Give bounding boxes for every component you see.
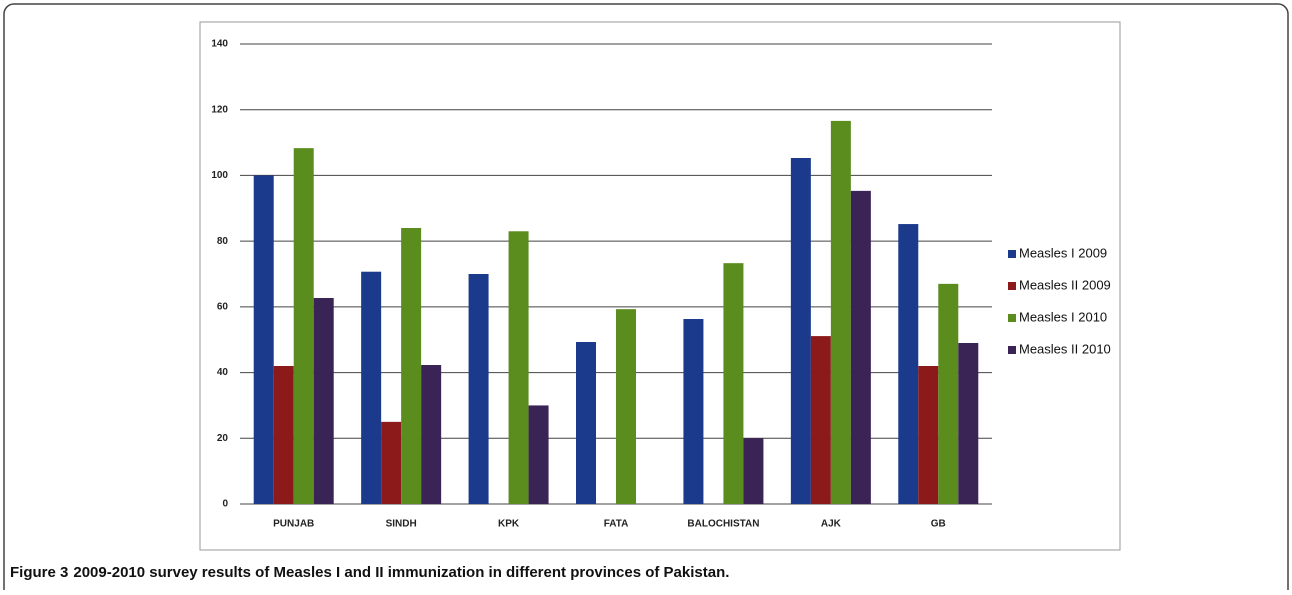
bar bbox=[850, 190, 871, 504]
bar bbox=[576, 342, 596, 504]
bar bbox=[898, 224, 919, 505]
bar bbox=[743, 438, 764, 504]
x-tick-label: KPK bbox=[498, 519, 520, 530]
chart-frame bbox=[199, 21, 1121, 551]
x-tick-label: GB bbox=[931, 519, 946, 530]
bar bbox=[293, 148, 314, 504]
y-tick-label: 100 bbox=[211, 170, 228, 181]
bar bbox=[273, 366, 294, 504]
bar bbox=[938, 283, 959, 504]
bar bbox=[508, 231, 529, 505]
bar bbox=[381, 421, 402, 504]
caption: Figure 3 2009-2010 survey results of Meas… bbox=[10, 564, 729, 581]
bar bbox=[361, 271, 382, 504]
bar bbox=[790, 158, 811, 504]
x-tick-label: FATA bbox=[604, 519, 629, 530]
bar bbox=[723, 263, 744, 504]
legend-swatch bbox=[1008, 282, 1016, 290]
legend-label: Measles II 2010 bbox=[1019, 341, 1111, 356]
y-tick-label: 0 bbox=[222, 499, 228, 510]
bar bbox=[253, 175, 274, 504]
y-tick-label: 60 bbox=[217, 301, 229, 312]
x-tick-label: AJK bbox=[821, 519, 842, 530]
x-tick-label: BALOCHISTAN bbox=[687, 519, 759, 530]
legend-label: Measles I 2010 bbox=[1019, 309, 1107, 324]
bar bbox=[958, 343, 979, 504]
bar bbox=[468, 274, 489, 504]
bar bbox=[421, 365, 442, 504]
legend-label: Measles II 2009 bbox=[1019, 277, 1111, 292]
caption-label: Figure 3 bbox=[10, 564, 68, 581]
legend-swatch bbox=[1008, 250, 1016, 258]
y-tick-label: 20 bbox=[217, 433, 229, 444]
y-tick-label: 140 bbox=[211, 39, 228, 50]
caption-text: 2009-2010 survey results of Measles I an… bbox=[73, 564, 729, 581]
y-tick-label: 40 bbox=[217, 367, 229, 378]
bar bbox=[313, 297, 334, 504]
bar bbox=[918, 366, 939, 504]
x-tick-label: PUNJAB bbox=[273, 519, 314, 530]
figure-border bbox=[3, 3, 1289, 595]
legend-swatch bbox=[1008, 314, 1016, 322]
y-tick-label: 120 bbox=[211, 104, 228, 115]
legend-label: Measles I 2009 bbox=[1019, 245, 1107, 260]
legend-swatch bbox=[1008, 346, 1016, 354]
bar bbox=[810, 336, 831, 504]
bar bbox=[830, 120, 851, 504]
bar bbox=[528, 405, 549, 504]
bar bbox=[683, 319, 704, 504]
bar bbox=[616, 309, 636, 504]
y-tick-label: 80 bbox=[217, 236, 229, 247]
x-tick-label: SINDH bbox=[386, 519, 417, 530]
bar bbox=[401, 228, 422, 504]
